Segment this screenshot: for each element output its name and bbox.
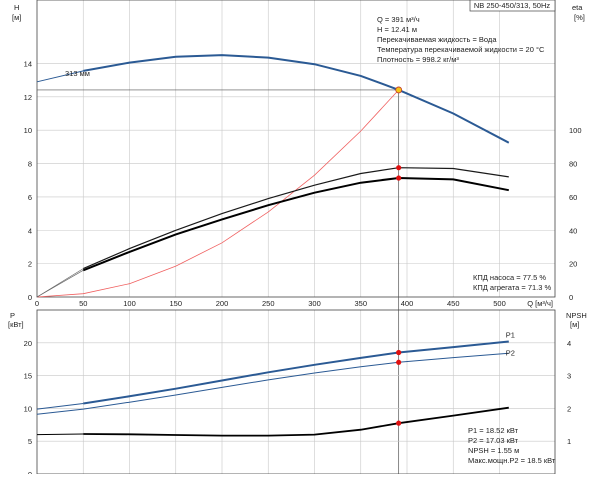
efficiency-info-line: КПД насоса = 77.5 % (473, 273, 546, 282)
power-tick-label: 10 (24, 404, 32, 413)
system-curve (36, 89, 399, 298)
right-y-tick-label: 40 (569, 226, 577, 235)
x-tick-label: 300 (308, 299, 321, 308)
operating-info-line: Q = 391 м³/ч (377, 15, 420, 24)
efficiency-info-line: КПД агрегата = 71.3 % (473, 283, 551, 292)
x-tick-label: 200 (216, 299, 229, 308)
efficiency-extension (36, 268, 84, 298)
power-axis-unit: [кВт] (8, 320, 24, 329)
right-axis-unit: [%] (574, 13, 585, 22)
p1-operating-point (396, 349, 402, 356)
power-tick-label: 15 (24, 372, 32, 381)
head-curve-label: 313 мм (65, 69, 90, 78)
left-y-tick-label: 2 (28, 260, 32, 269)
x-tick-label: 250 (262, 299, 275, 308)
npsh-tick-label: 1 (567, 437, 571, 446)
left-y-tick-label: 10 (24, 126, 32, 135)
x-tick-label: 350 (354, 299, 367, 308)
p1-curve (83, 340, 509, 405)
right-y-tick-label: 60 (569, 193, 577, 202)
npsh-axis-unit: [м] (570, 320, 579, 329)
right-y-tick-label: 0 (569, 293, 573, 302)
power-axis-label: P (10, 311, 15, 320)
npsh-curve (83, 406, 509, 437)
x-tick-label: 400 (401, 299, 414, 308)
title-box (469, 0, 556, 12)
npsh-axis-label: NPSH (566, 311, 587, 320)
x-tick-label: 150 (169, 299, 182, 308)
power-info-line: P2 = 17.03 кВт (468, 436, 519, 445)
power-tick-label: 0 (28, 470, 32, 474)
operating-point-marker (395, 86, 403, 94)
left-y-tick-label: 4 (28, 226, 32, 235)
top-plot-frame (36, 0, 556, 298)
p1-curve-extension (36, 403, 84, 410)
npsh-operating-point (396, 420, 402, 426)
p2-operating-point (396, 359, 402, 365)
power-info-line: NPSH = 1.55 м (468, 446, 519, 455)
x-tick-label: 100 (123, 299, 136, 308)
x-tick-label: 450 (447, 299, 460, 308)
head-curve-extension (36, 70, 84, 83)
npsh-tick-label: 4 (567, 339, 571, 348)
power-tick-label: 5 (28, 437, 32, 446)
left-y-tick-label: 8 (28, 160, 32, 169)
left-y-tick-label: 0 (28, 293, 32, 302)
pump-efficiency-curve (83, 167, 509, 270)
left-y-tick-label: 6 (28, 193, 32, 202)
p2-curve-label: P2 (506, 348, 515, 357)
operating-info-line: Перекачиваемая жидкость = Вода (377, 35, 497, 44)
head-curve (83, 54, 510, 144)
p1-curve-label: P1 (506, 330, 515, 339)
chart-title: NB 250-450/313, 50Hz (474, 1, 551, 10)
left-axis-label: H (14, 3, 19, 12)
left-y-tick-label: 12 (24, 93, 32, 102)
unit-efficiency-curve (82, 176, 509, 272)
right-y-tick-label: 80 (569, 160, 577, 169)
operating-info-line: H = 12.41 м (377, 25, 417, 34)
power-tick-label: 20 (24, 339, 32, 348)
power-info-line: Макс.мощн.P2 = 18.5 кВт (468, 456, 556, 465)
x-tick-label: 500 (493, 299, 506, 308)
pump-efficiency-point (396, 165, 402, 171)
unit-efficiency-point (396, 175, 402, 181)
operating-info-line: Плотность = 998.2 кг/м³ (377, 55, 459, 64)
operating-info-line: Температура перекачиваемой жидкости = 20… (377, 45, 545, 54)
left-y-tick-label: 14 (24, 59, 32, 68)
x-axis-label: Q [м³/ч] (527, 299, 553, 308)
right-y-tick-label: 100 (569, 126, 582, 135)
npsh-tick-label: 2 (567, 404, 571, 413)
power-info-line: P1 = 18.52 кВт (468, 426, 519, 435)
left-axis-unit: [м] (12, 13, 21, 22)
right-axis-label: eta (572, 3, 583, 12)
npsh-tick-label: 3 (567, 372, 571, 381)
x-tick-label: 50 (79, 299, 87, 308)
right-y-tick-label: 20 (569, 260, 577, 269)
p2-curve (36, 352, 509, 415)
x-tick-label: 0 (35, 299, 39, 308)
npsh-curve-extension (36, 433, 84, 436)
